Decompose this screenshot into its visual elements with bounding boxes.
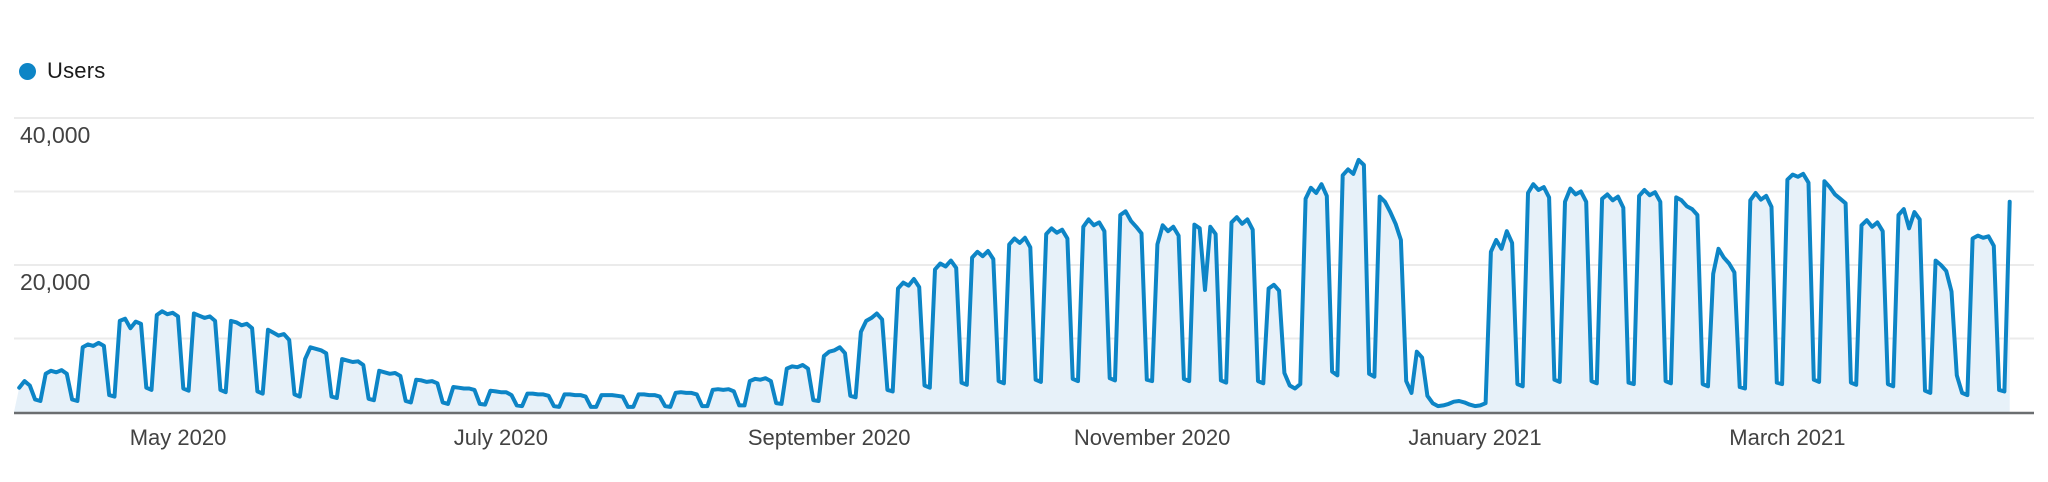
x-tick-label: September 2020 bbox=[748, 425, 911, 450]
legend-label: Users bbox=[47, 58, 106, 83]
users-area bbox=[14, 159, 2010, 412]
legend-dot-icon bbox=[19, 62, 36, 80]
y-tick-label: 20,000 bbox=[20, 269, 90, 295]
x-tick-label: May 2020 bbox=[130, 425, 227, 450]
x-tick-label: March 2021 bbox=[1729, 425, 1845, 450]
x-tick-label: January 2021 bbox=[1408, 425, 1541, 450]
x-tick-label: November 2020 bbox=[1074, 425, 1231, 450]
x-tick-label: July 2020 bbox=[454, 425, 548, 450]
users-line[interactable] bbox=[17, 157, 2012, 409]
legend-users: Users bbox=[19, 58, 105, 84]
y-tick-label: 40,000 bbox=[20, 122, 90, 148]
